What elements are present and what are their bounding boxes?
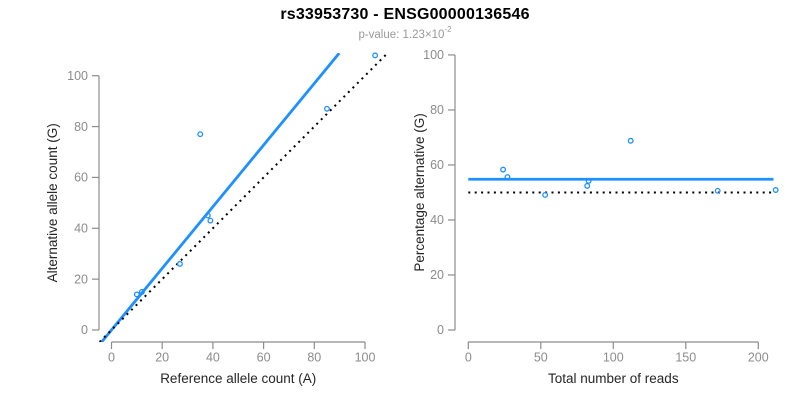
- x-axis-title: Reference allele count (A): [160, 371, 316, 386]
- y-tick-label: 40: [74, 221, 88, 235]
- x-tick-label: 100: [603, 351, 624, 365]
- x-tick-label: 50: [534, 351, 548, 365]
- data-point: [585, 177, 592, 184]
- data-point: [204, 212, 211, 219]
- data-point: [197, 131, 204, 138]
- plot-title: rs33953730 - ENSG00000136546: [280, 6, 530, 23]
- y-tick-label: 40: [430, 213, 444, 227]
- reference-lines: [99, 53, 387, 342]
- x-tick-label: 20: [155, 351, 169, 365]
- x-tick-label: 40: [206, 351, 220, 365]
- data-point: [176, 260, 183, 267]
- plot-subtitle: p-value: 1.23×10-2: [5, 25, 800, 41]
- x-tick-label: 80: [307, 351, 321, 365]
- x-tick-label: 150: [675, 351, 696, 365]
- data-point: [714, 187, 721, 194]
- y-tick-label: 80: [430, 103, 444, 117]
- y-tick-label: 0: [437, 323, 444, 337]
- fitted-allelic-ratio-line: [100, 53, 341, 342]
- y-tick-label: 80: [74, 120, 88, 134]
- x-tick-label: 100: [355, 351, 376, 365]
- y-axis-title: Alternative allele count (G): [45, 123, 60, 282]
- data-point: [772, 187, 779, 193]
- x-tick-label: 200: [748, 351, 769, 365]
- data-point: [627, 137, 634, 144]
- pvalue-mantissa: 1.23×10: [402, 28, 445, 41]
- scatter-panel-right: 0 20 40 60 80 100 0 50 100 150 200 Total number of …: [412, 48, 779, 386]
- x-axis-title: Total number of reads: [548, 371, 679, 386]
- data-point: [207, 217, 214, 224]
- x-tick-label: 0: [465, 351, 472, 365]
- data-point: [138, 288, 145, 295]
- x-tick-label: 0: [108, 351, 115, 365]
- y-tick-label: 60: [430, 158, 444, 172]
- data-point: [500, 166, 507, 173]
- y-tick-label: 100: [423, 48, 444, 62]
- y-tick-label: 20: [430, 268, 444, 282]
- data-point: [584, 182, 591, 189]
- y-tick-label: 100: [67, 69, 88, 83]
- data-point: [542, 191, 549, 198]
- pvalue-label: p-value:: [358, 28, 403, 41]
- data-point: [324, 105, 330, 112]
- y-tick-label: 60: [74, 171, 88, 185]
- y-tick-label: 0: [81, 323, 88, 337]
- pvalue-exponent: -2: [444, 25, 452, 34]
- figure-header: rs33953730 - ENSG00000136546 p-value: 1.…: [5, 6, 800, 41]
- scatter-panel-left: 0 20 40 60 80 100 0 20 40 60 80 100 Reference allele…: [45, 52, 387, 386]
- identity-line: [99, 53, 387, 342]
- y-tick-label: 20: [74, 272, 88, 286]
- data-point: [372, 52, 379, 59]
- reference-lines: [468, 177, 775, 194]
- y-axis-title: Percentage alternative (G): [412, 113, 427, 271]
- data-point: [504, 174, 511, 181]
- data-point: [133, 291, 140, 298]
- x-tick-label: 60: [257, 351, 271, 365]
